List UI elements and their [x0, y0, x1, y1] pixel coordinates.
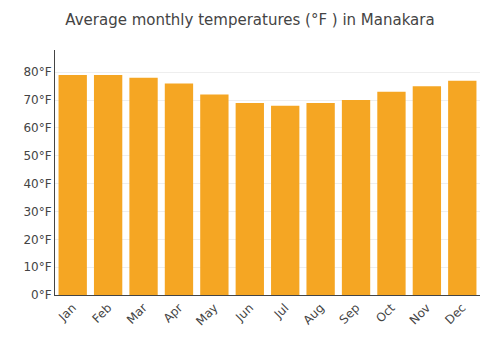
- svg-text:May: May: [193, 301, 220, 328]
- svg-text:Jun: Jun: [232, 301, 256, 325]
- svg-text:40°F: 40°F: [23, 177, 51, 191]
- svg-text:80°F: 80°F: [23, 65, 51, 79]
- svg-text:Average monthly temperatures (: Average monthly temperatures (°F ) in Ma…: [65, 11, 434, 29]
- svg-text:Oct: Oct: [373, 301, 398, 326]
- svg-text:Jul: Jul: [271, 301, 292, 322]
- svg-text:50°F: 50°F: [23, 149, 51, 163]
- svg-text:0°F: 0°F: [31, 288, 52, 302]
- svg-text:Dec: Dec: [442, 301, 468, 327]
- svg-text:Apr: Apr: [161, 301, 186, 326]
- svg-text:Jan: Jan: [55, 301, 79, 325]
- svg-text:Sep: Sep: [337, 301, 363, 327]
- svg-text:Mar: Mar: [124, 301, 150, 327]
- svg-text:60°F: 60°F: [23, 121, 51, 135]
- svg-text:30°F: 30°F: [23, 205, 51, 219]
- svg-text:10°F: 10°F: [23, 260, 51, 274]
- svg-text:Aug: Aug: [301, 301, 327, 327]
- svg-text:Nov: Nov: [407, 301, 433, 327]
- svg-text:70°F: 70°F: [23, 93, 51, 107]
- svg-text:20°F: 20°F: [23, 233, 51, 247]
- svg-text:Feb: Feb: [90, 301, 115, 326]
